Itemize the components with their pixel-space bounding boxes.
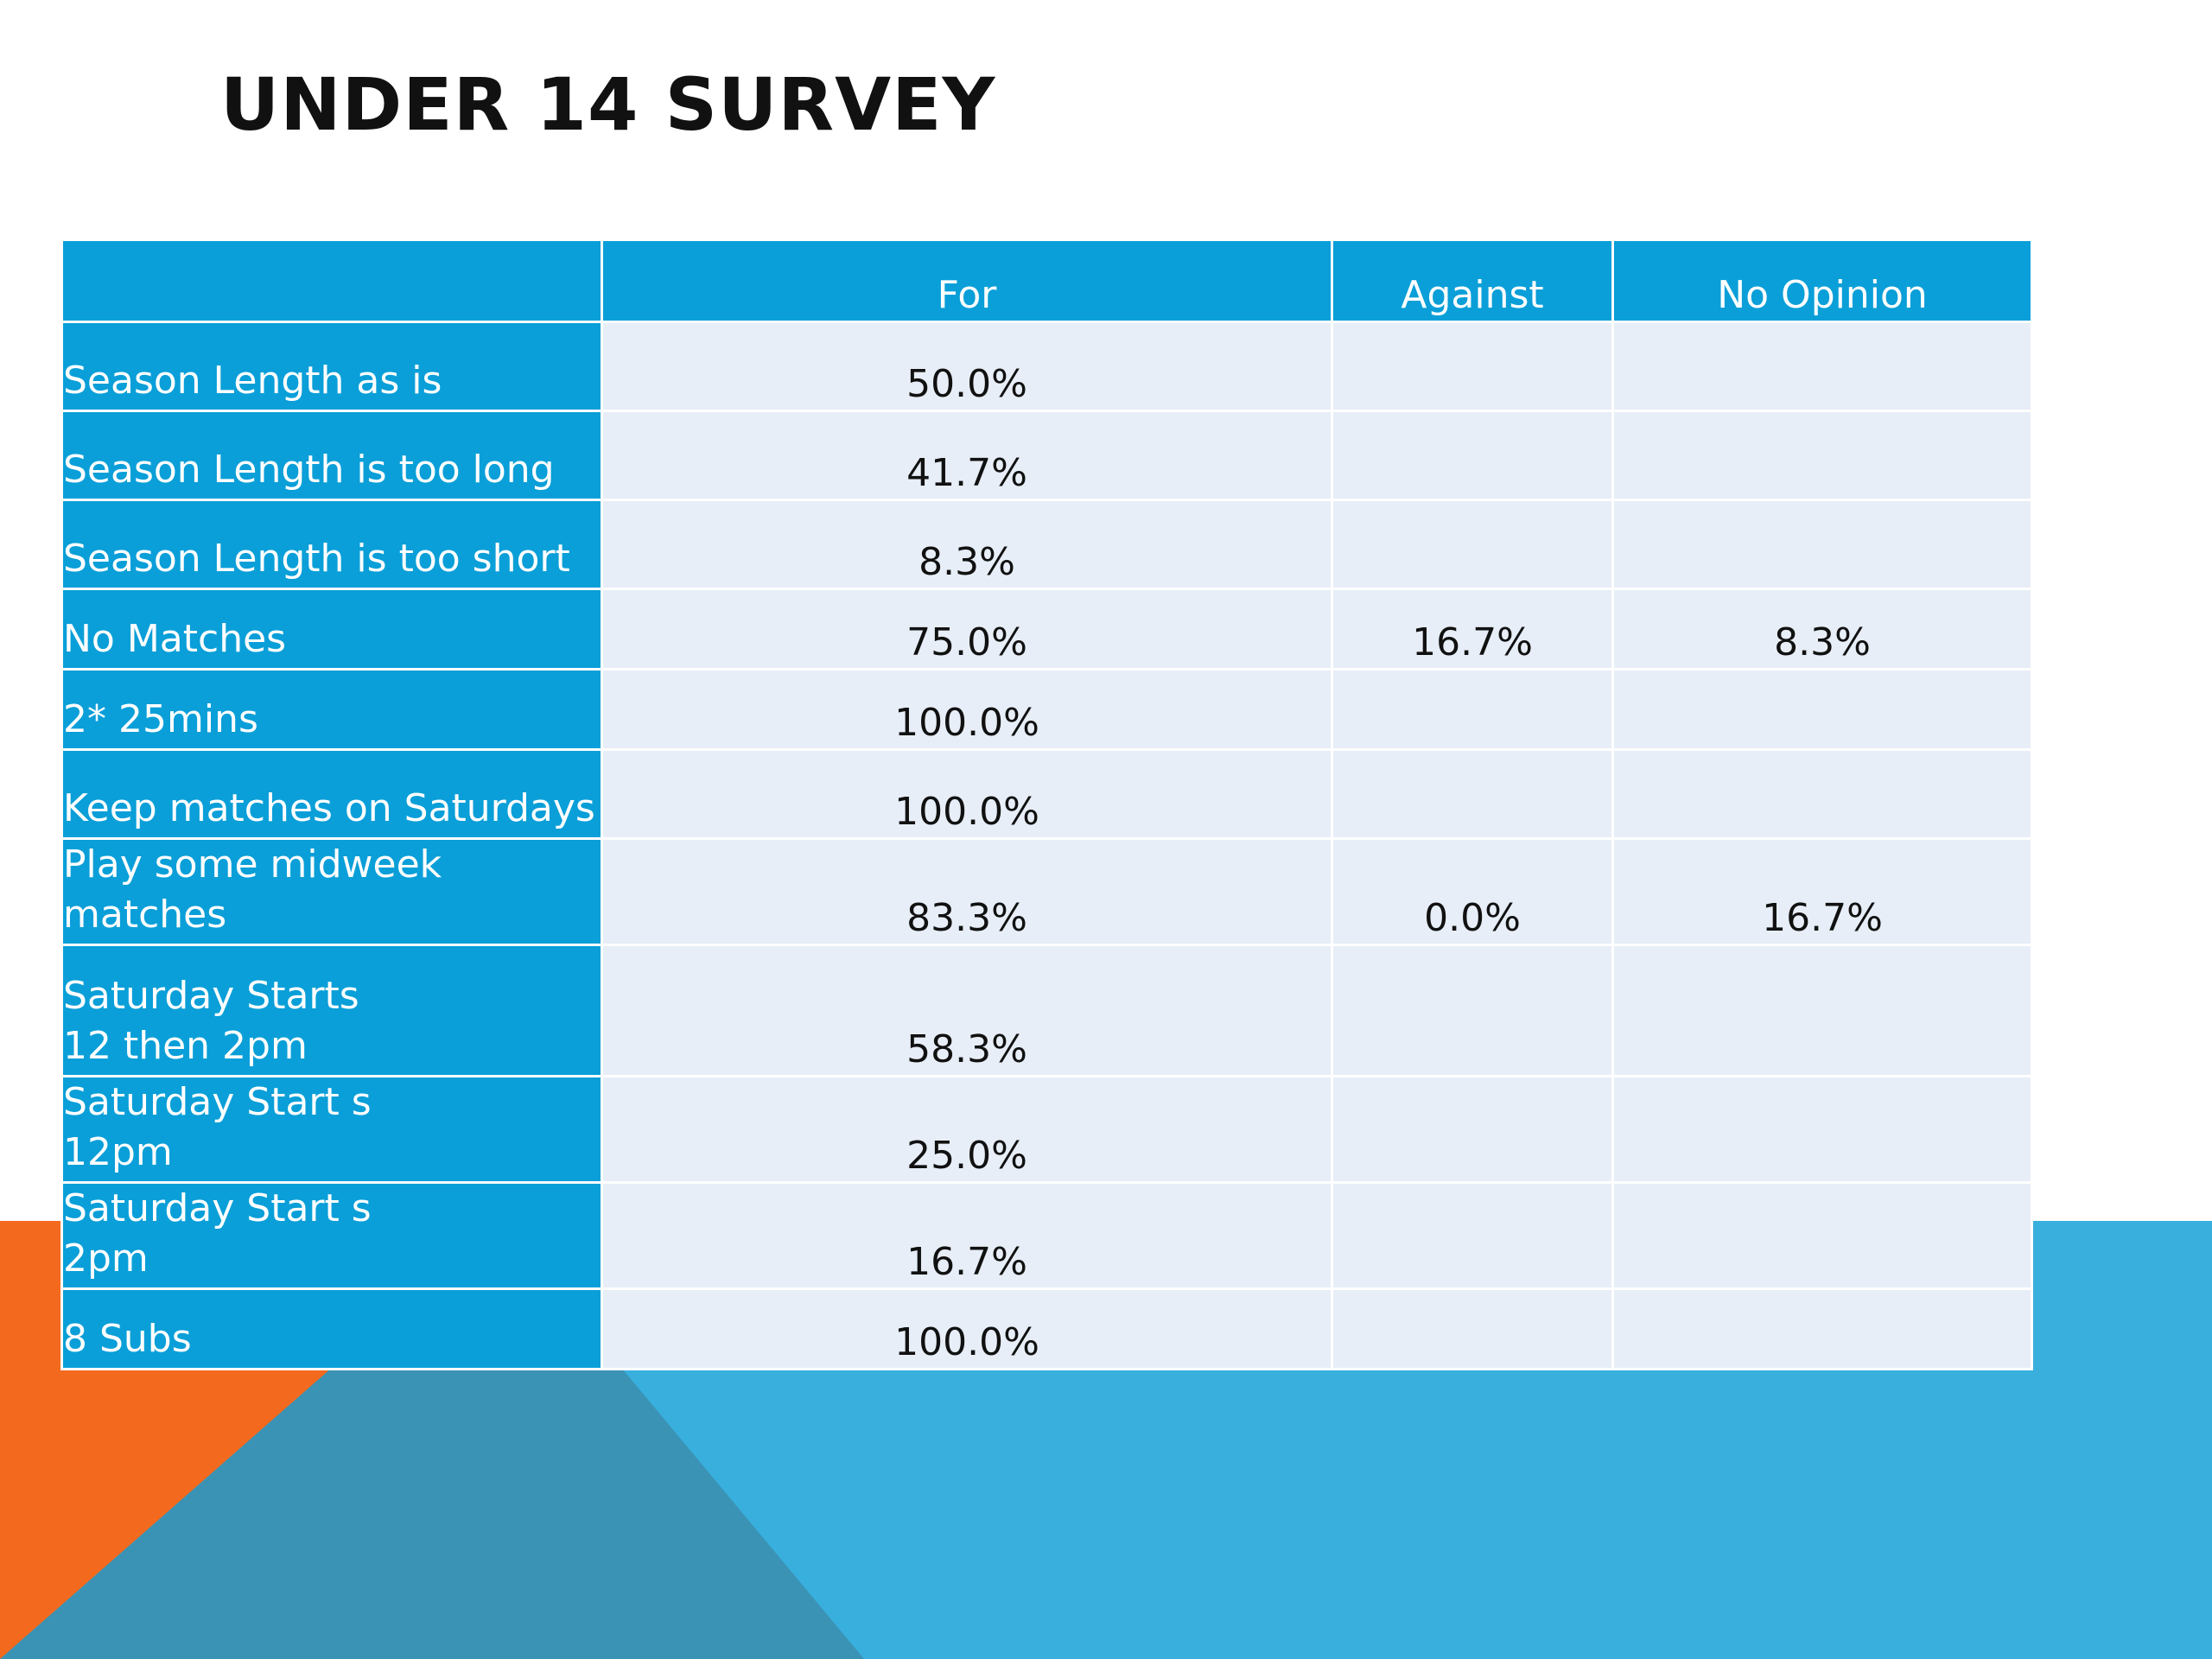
table-row: 8 Subs 100.0% [60,1287,2033,1370]
cell-for: 41.7% [601,410,1333,501]
cell-no-opinion [1611,499,2033,590]
cell-against [1331,668,1614,751]
row-label: Saturday Starts 12 then 2pm [60,944,603,1077]
table-row: Saturday Start s 12pm 25.0% [60,1075,2033,1184]
row-label: Season Length as is [60,321,603,412]
table-header-row: For Against No Opinion [60,238,2033,323]
table-row: Saturday Start s 2pm 16.7% [60,1181,2033,1290]
row-label: Keep matches on Saturdays [60,748,603,840]
cell-for: 16.7% [601,1181,1333,1290]
cell-against [1331,748,1614,840]
cell-no-opinion [1611,1287,2033,1370]
table-row: No Matches 75.0% 16.7% 8.3% [60,588,2033,671]
cell-no-opinion [1611,748,2033,840]
cell-no-opinion [1611,944,2033,1077]
cell-against [1331,1287,1614,1370]
cell-against [1331,944,1614,1077]
table-row: 2* 25mins 100.0% [60,668,2033,751]
table-row: Saturday Starts 12 then 2pm 58.3% [60,944,2033,1077]
header-cell-against: Against [1331,238,1614,323]
cell-no-opinion [1611,410,2033,501]
cell-against [1331,321,1614,412]
cell-against: 16.7% [1331,588,1614,671]
cell-for: 25.0% [601,1075,1333,1184]
row-label: No Matches [60,588,603,671]
cell-against [1331,499,1614,590]
header-cell-no-opinion: No Opinion [1611,238,2033,323]
cell-against [1331,410,1614,501]
header-cell-for: For [601,238,1333,323]
row-label: Season Length is too short [60,499,603,590]
cell-no-opinion [1611,1181,2033,1290]
cell-no-opinion: 16.7% [1611,837,2033,946]
cell-for: 100.0% [601,1287,1333,1370]
table-row: Season Length is too long 41.7% [60,410,2033,501]
table-row: Season Length as is 50.0% [60,321,2033,412]
row-label: Season Length is too long [60,410,603,501]
table-row: Season Length is too short 8.3% [60,499,2033,590]
dark-blue-triangle [0,1348,864,1659]
cell-against [1331,1181,1614,1290]
cell-against: 0.0% [1331,837,1614,946]
cell-for: 75.0% [601,588,1333,671]
cell-for: 100.0% [601,748,1333,840]
survey-table: For Against No Opinion Season Length as … [60,238,2033,1370]
row-label: Saturday Start s 12pm [60,1075,603,1184]
cell-for: 50.0% [601,321,1333,412]
header-cell-blank [60,238,603,323]
row-label: Play some midweek matches [60,837,603,946]
row-label: Saturday Start s 2pm [60,1181,603,1290]
cell-for: 83.3% [601,837,1333,946]
cell-for: 100.0% [601,668,1333,751]
row-label: 2* 25mins [60,668,603,751]
cell-for: 58.3% [601,944,1333,1077]
cell-no-opinion [1611,1075,2033,1184]
cell-against [1331,1075,1614,1184]
table-row: Play some midweek matches 83.3% 0.0% 16.… [60,837,2033,946]
table-row: Keep matches on Saturdays 100.0% [60,748,2033,840]
cell-no-opinion [1611,321,2033,412]
row-label: 8 Subs [60,1287,603,1370]
cell-for: 8.3% [601,499,1333,590]
cell-no-opinion [1611,668,2033,751]
slide-title: UNDER 14 SURVEY [220,62,996,147]
cell-no-opinion: 8.3% [1611,588,2033,671]
